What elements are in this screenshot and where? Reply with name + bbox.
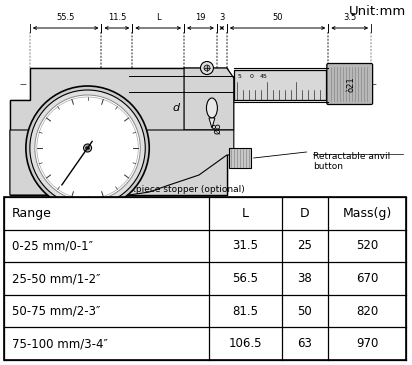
Text: Mass(g): Mass(g) [342,207,392,220]
Text: 0: 0 [250,73,254,78]
Text: 55.5: 55.5 [56,13,75,22]
Circle shape [26,86,149,210]
Polygon shape [184,68,234,130]
Text: 81.5: 81.5 [232,305,258,318]
Text: 520: 520 [356,239,378,253]
Text: D: D [300,207,310,220]
Text: 75-100 mm/3-4″: 75-100 mm/3-4″ [12,337,108,350]
Text: 0-25 mm/0-1″: 0-25 mm/0-1″ [12,239,93,253]
FancyBboxPatch shape [327,64,372,104]
Bar [234,70,326,100]
Text: d: d [173,103,180,113]
Bar [10,100,227,195]
Text: 820: 820 [356,305,378,318]
Circle shape [37,97,138,199]
Circle shape [30,90,145,206]
Text: L: L [156,13,161,22]
Text: 19: 19 [195,13,206,22]
Text: 11.5: 11.5 [108,13,126,22]
Text: 25-50 mm/1-2″: 25-50 mm/1-2″ [12,272,101,285]
Text: ø8: ø8 [212,122,222,134]
Text: 5: 5 [238,73,242,78]
Ellipse shape [206,98,218,118]
Bar [30,68,227,103]
Polygon shape [10,130,234,195]
Bar [229,148,251,168]
Text: 45: 45 [260,73,268,78]
Text: Unit:mm: Unit:mm [349,5,406,18]
Text: L: L [242,207,249,220]
Circle shape [87,147,88,149]
Bar [12,102,225,193]
Text: 670: 670 [356,272,378,285]
Text: ò21: ò21 [346,76,355,92]
Text: 3.5: 3.5 [343,13,356,22]
Text: 50: 50 [272,13,283,22]
Text: Range: Range [12,207,52,220]
Circle shape [35,95,140,201]
Polygon shape [10,68,227,195]
Circle shape [84,144,91,152]
Text: 63: 63 [297,337,312,350]
Text: Workpiece stopper (optional): Workpiece stopper (optional) [113,185,245,194]
Text: 106.5: 106.5 [229,337,262,350]
Text: 3: 3 [219,13,225,22]
Text: Retractable anvil
button: Retractable anvil button [314,152,391,172]
Circle shape [86,146,89,150]
Text: 31.5: 31.5 [232,239,258,253]
Polygon shape [209,118,215,128]
Text: 50: 50 [297,305,312,318]
Text: 50-75 mm/2-3″: 50-75 mm/2-3″ [12,305,100,318]
Text: 970: 970 [356,337,378,350]
Text: 56.5: 56.5 [232,272,258,285]
Circle shape [204,65,210,71]
Circle shape [201,61,213,74]
Text: 38: 38 [297,272,312,285]
Text: 25: 25 [297,239,312,253]
Bar [4,197,406,360]
